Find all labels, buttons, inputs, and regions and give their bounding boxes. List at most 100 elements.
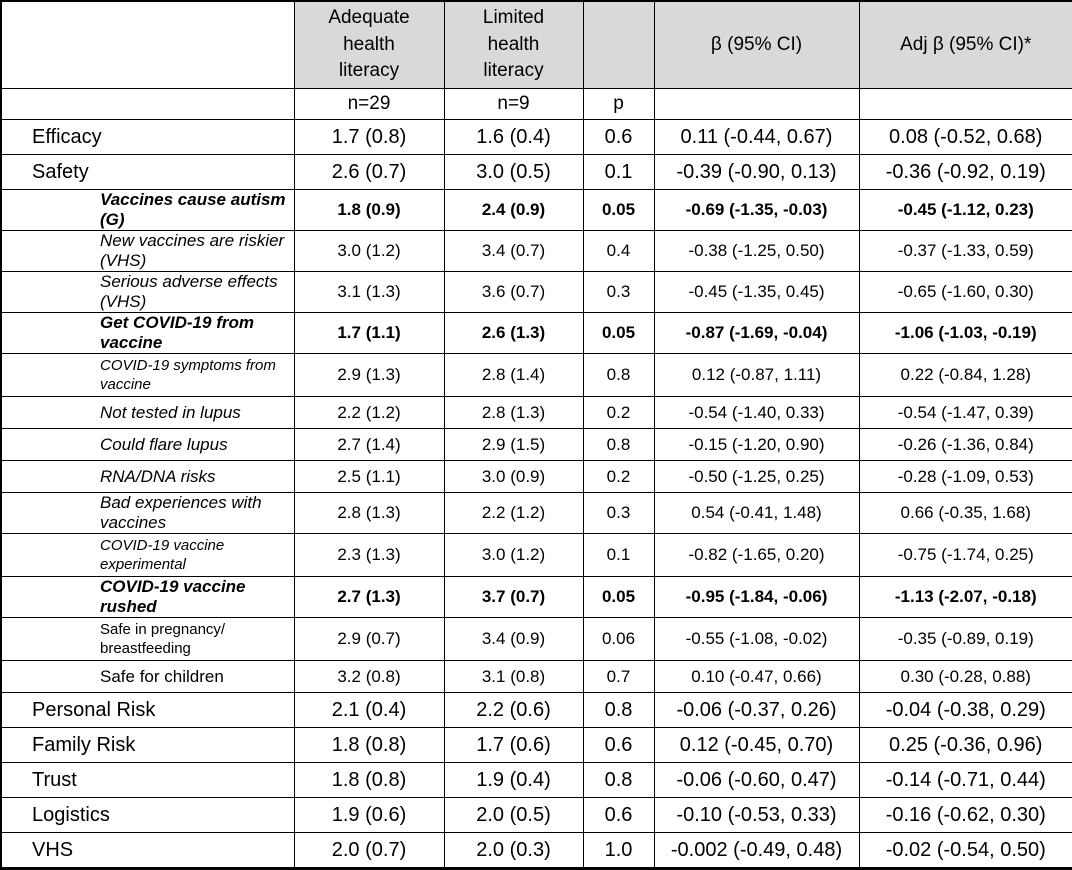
table-row: Logistics 1.9 (0.6) 2.0 (0.5) 0.6 -0.10 … (0, 797, 1072, 833)
cell-p: 0.05 (582, 312, 655, 354)
table-row: Safe for children 3.2 (0.8) 3.1 (0.8) 0.… (0, 660, 1072, 693)
cell-limited: 1.6 (0.4) (443, 119, 584, 155)
row-label: Not tested in lupus (0, 396, 295, 429)
row-label: Logistics (0, 797, 295, 833)
cell-beta: -0.54 (-1.40, 0.33) (653, 396, 860, 429)
cell-adj-beta: -0.75 (-1.74, 0.25) (858, 533, 1072, 577)
cell-adj-beta: -0.16 (-0.62, 0.30) (858, 797, 1072, 833)
table-row: Trust 1.8 (0.8) 1.9 (0.4) 0.8 -0.06 (-0.… (0, 762, 1072, 798)
table-row: Safety 2.6 (0.7) 3.0 (0.5) 0.1 -0.39 (-0… (0, 154, 1072, 190)
table-row: COVID-19 vaccine experimental 2.3 (1.3) … (0, 533, 1072, 577)
cell-beta: -0.002 (-0.49, 0.48) (653, 832, 860, 869)
cell-limited: 2.9 (1.5) (443, 428, 584, 461)
cell-adj-beta: -0.02 (-0.54, 0.50) (858, 832, 1072, 869)
cell-p: 0.6 (582, 727, 655, 763)
row-label: Safe in pregnancy/ breastfeeding (0, 617, 295, 661)
cell-limited: 3.0 (1.2) (443, 533, 584, 577)
cell-adj-beta: 0.30 (-0.28, 0.88) (858, 660, 1072, 693)
table-row: Efficacy 1.7 (0.8) 1.6 (0.4) 0.6 0.11 (-… (0, 119, 1072, 155)
row-label: Family Risk (0, 727, 295, 763)
table-row: Family Risk 1.8 (0.8) 1.7 (0.6) 0.6 0.12… (0, 727, 1072, 763)
row-label: COVID-19 vaccine rushed (0, 576, 295, 618)
cell-adequate: 2.5 (1.1) (293, 460, 445, 493)
cell-beta: -0.55 (-1.08, -0.02) (653, 617, 860, 661)
cell-p: 0.8 (582, 428, 655, 461)
row-label: Safe for children (0, 660, 295, 693)
cell-p: 0.7 (582, 660, 655, 693)
cell-limited: 1.7 (0.6) (443, 727, 584, 763)
cell-beta: -0.95 (-1.84, -0.06) (653, 576, 860, 618)
subheader-n29: n=29 (293, 88, 445, 120)
table-row: Serious adverse effects (VHS) 3.1 (1.3) … (0, 271, 1072, 313)
cell-beta: -0.10 (-0.53, 0.33) (653, 797, 860, 833)
corner-header-cell (0, 0, 295, 89)
cell-limited: 2.2 (1.2) (443, 492, 584, 534)
cell-beta: -0.50 (-1.25, 0.25) (653, 460, 860, 493)
row-label: RNA/DNA risks (0, 460, 295, 493)
cell-p: 0.4 (582, 230, 655, 272)
cell-beta: 0.54 (-0.41, 1.48) (653, 492, 860, 534)
table-row: VHS 2.0 (0.7) 2.0 (0.3) 1.0 -0.002 (-0.4… (0, 832, 1072, 869)
cell-p: 1.0 (582, 832, 655, 869)
cell-adequate: 1.7 (0.8) (293, 119, 445, 155)
cell-adequate: 2.6 (0.7) (293, 154, 445, 190)
cell-beta: -0.45 (-1.35, 0.45) (653, 271, 860, 313)
cell-adequate: 1.9 (0.6) (293, 797, 445, 833)
cell-limited: 3.7 (0.7) (443, 576, 584, 618)
subheader-beta-blank (653, 88, 860, 120)
cell-limited: 2.2 (0.6) (443, 692, 584, 728)
cell-adj-beta: 0.22 (-0.84, 1.28) (858, 353, 1072, 397)
cell-beta: 0.12 (-0.87, 1.11) (653, 353, 860, 397)
cell-beta: -0.06 (-0.60, 0.47) (653, 762, 860, 798)
cell-p: 0.1 (582, 533, 655, 577)
cell-adj-beta: -0.35 (-0.89, 0.19) (858, 617, 1072, 661)
table-row: Not tested in lupus 2.2 (1.2) 2.8 (1.3) … (0, 396, 1072, 429)
cell-p: 0.1 (582, 154, 655, 190)
cell-adequate: 2.9 (0.7) (293, 617, 445, 661)
header-group-row: Adequate health literacy Limited health … (0, 0, 1072, 89)
cell-adj-beta: -1.13 (-2.07, -0.18) (858, 576, 1072, 618)
cell-p: 0.6 (582, 119, 655, 155)
cell-adequate: 1.8 (0.8) (293, 727, 445, 763)
row-label: Personal Risk (0, 692, 295, 728)
subheader-p: p (582, 88, 655, 120)
table-row: New vaccines are riskier (VHS) 3.0 (1.2)… (0, 230, 1072, 272)
cell-p: 0.2 (582, 460, 655, 493)
header-p-spacer (582, 0, 655, 89)
cell-p: 0.8 (582, 762, 655, 798)
cell-adj-beta: -0.54 (-1.47, 0.39) (858, 396, 1072, 429)
cell-adequate: 2.3 (1.3) (293, 533, 445, 577)
cell-adequate: 2.8 (1.3) (293, 492, 445, 534)
cell-beta: -0.82 (-1.65, 0.20) (653, 533, 860, 577)
cell-beta: -0.38 (-1.25, 0.50) (653, 230, 860, 272)
header-n-row: n=29 n=9 p (0, 88, 1072, 120)
subheader-n9: n=9 (443, 88, 584, 120)
table-row: Personal Risk 2.1 (0.4) 2.2 (0.6) 0.8 -0… (0, 692, 1072, 728)
cell-adj-beta: -0.14 (-0.71, 0.44) (858, 762, 1072, 798)
cell-p: 0.8 (582, 353, 655, 397)
cell-adj-beta: 0.25 (-0.36, 0.96) (858, 727, 1072, 763)
cell-adequate: 3.0 (1.2) (293, 230, 445, 272)
cell-adj-beta: -0.36 (-0.92, 0.19) (858, 154, 1072, 190)
cell-adequate: 3.2 (0.8) (293, 660, 445, 693)
cell-beta: 0.12 (-0.45, 0.70) (653, 727, 860, 763)
cell-adj-beta: -0.04 (-0.38, 0.29) (858, 692, 1072, 728)
cell-adj-beta: -1.06 (-1.03, -0.19) (858, 312, 1072, 354)
cell-p: 0.3 (582, 492, 655, 534)
table-row: Get COVID-19 from vaccine 1.7 (1.1) 2.6 … (0, 312, 1072, 354)
cell-beta: -0.87 (-1.69, -0.04) (653, 312, 860, 354)
cell-p: 0.05 (582, 189, 655, 231)
cell-limited: 2.0 (0.5) (443, 797, 584, 833)
cell-adequate: 2.1 (0.4) (293, 692, 445, 728)
row-label: Vaccines cause autism (G) (0, 189, 295, 231)
header-adj-beta-ci: Adj β (95% CI)* (858, 0, 1072, 89)
row-label: VHS (0, 832, 295, 869)
cell-beta: -0.06 (-0.37, 0.26) (653, 692, 860, 728)
cell-adj-beta: -0.45 (-1.12, 0.23) (858, 189, 1072, 231)
cell-adequate: 1.8 (0.8) (293, 762, 445, 798)
table-row: Safe in pregnancy/ breastfeeding 2.9 (0.… (0, 617, 1072, 661)
cell-p: 0.3 (582, 271, 655, 313)
cell-limited: 2.8 (1.3) (443, 396, 584, 429)
